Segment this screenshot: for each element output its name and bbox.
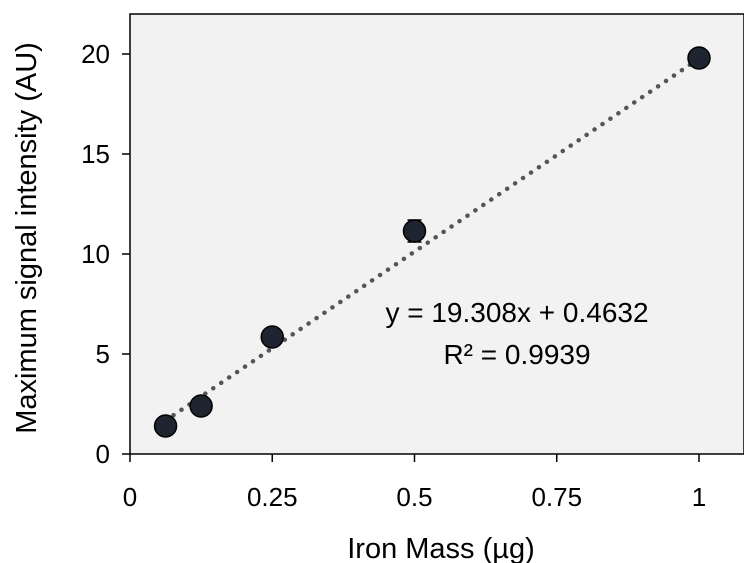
y-tick-label: 5 [96,339,110,369]
x-tick-label: 0.5 [396,482,432,512]
x-tick-label: 0.25 [247,482,298,512]
data-point [189,394,213,418]
x-tick-label: 1 [692,482,706,512]
plot-area [129,13,744,455]
r-squared-label: R² = 0.9939 [443,339,590,370]
data-point [260,325,284,349]
trendline-equation-label: y = 19.308x + 0.4632 [385,297,648,328]
y-tick-label: 10 [81,239,110,269]
trendline [163,56,702,423]
y-tick-label: 15 [81,139,110,169]
y-tick-label: 20 [81,39,110,69]
x-axis-title: Iron Mass (µg) [347,533,535,563]
data-point [153,414,178,438]
x-tick-label: 0.75 [531,482,582,512]
data-point [687,46,711,70]
data-point [402,219,427,243]
x-tick-label: 0 [123,482,137,512]
y-tick-label: 0 [96,439,110,469]
y-axis-title: Maximum signal intensity (AU) [11,42,43,434]
